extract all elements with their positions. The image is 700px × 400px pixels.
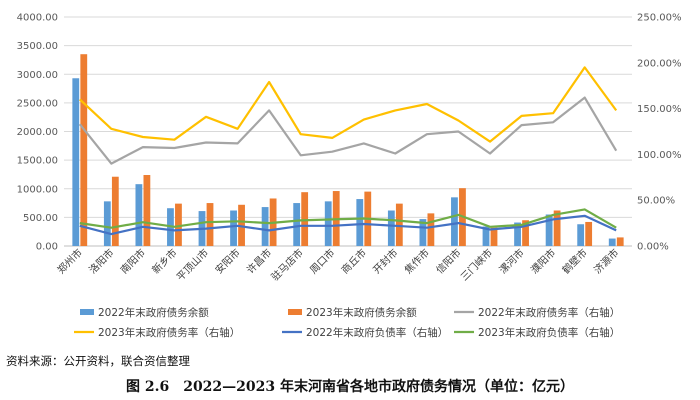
x-category-label: 鹤壁市 [559, 246, 589, 276]
legend-item: 2022年末政府负债率（右轴） [282, 326, 448, 339]
y-left-tick-label: 0.00 [36, 242, 58, 253]
2023-debt-ratio-line [79, 66, 618, 143]
y-axis-right: 0.00% 50.00% 100.00% 150.00% 200.00% 250.00% [637, 13, 682, 253]
bar-2022-debt-balance [293, 203, 301, 246]
bar-2023-debt-balance [143, 175, 151, 246]
bar-2023-debt-balance [427, 213, 435, 246]
y-left-tick-label: 500.00 [23, 213, 58, 224]
bar-2023-debt-balance [301, 192, 309, 246]
y-right-tick-label: 200.00% [637, 58, 682, 69]
bar-2022-debt-balance [135, 184, 143, 246]
bar-2022-debt-balance [419, 219, 427, 246]
legend-label: 2022年末政府债务率（右轴） [478, 306, 620, 319]
legend-label: 2022年末政府债务余额 [98, 306, 209, 319]
bar-2023-debt-balance [395, 203, 403, 246]
bar-2022-debt-balance [324, 201, 332, 246]
source-note: 资料来源：公开资料，联合资信整理 [6, 354, 190, 368]
y-left-tick-label: 1000.00 [17, 184, 58, 195]
bar-2023-debt-balance [206, 203, 214, 246]
y-right-tick-label: 0.00% [637, 242, 669, 253]
y-right-tick-label: 250.00% [637, 13, 682, 24]
bar-2022-debt-balance [72, 78, 80, 246]
y-left-tick-label: 2500.00 [17, 98, 58, 109]
y-right-tick-label: 50.00% [637, 196, 675, 207]
legend-label: 2023年末政府负债率（右轴） [478, 326, 620, 339]
x-category-label: 济源市 [591, 246, 621, 276]
gridlines [64, 16, 632, 247]
bar-2022-debt-balance [482, 226, 490, 246]
legend-swatch [288, 309, 302, 315]
2022-liability-ratio-line [79, 214, 617, 236]
x-category-label: 驻马店市 [268, 246, 305, 283]
x-category-label: 洛阳市 [86, 246, 116, 276]
x-category-label: 郑州市 [54, 246, 84, 276]
bar-2023-debt-balance [111, 176, 119, 246]
legend-item: 2023年末政府债务率（右轴） [74, 326, 240, 339]
bar-2023-debt-balance [585, 221, 593, 246]
bar-2023-debt-balance [490, 227, 498, 246]
legend-item: 2023年末政府债务余额 [288, 306, 417, 319]
x-category-label: 信阳市 [433, 246, 463, 276]
legend-label: 2023年末政府债务余额 [306, 306, 417, 319]
bar-2022-debt-balance [387, 210, 395, 246]
legend-item: 2023年末政府负债率（右轴） [454, 326, 620, 339]
bar-2022-debt-balance [451, 197, 458, 246]
bar-2022-debt-balance [577, 224, 585, 246]
x-category-label: 三门峡市 [458, 246, 495, 283]
line-series [78, 66, 618, 236]
legend-item: 2022年末政府债务率（右轴） [454, 306, 620, 319]
x-category-label: 漯河市 [496, 246, 526, 276]
y-axis-left: 0.00 500.00 1000.00 1500.00 2000.00 2500.00 30… [17, 13, 58, 253]
y-left-tick-label: 3000.00 [17, 70, 58, 81]
bar-2023-debt-balance [553, 210, 561, 246]
x-category-label: 南阳市 [118, 246, 148, 276]
legend: 2022年末政府债务余额 2023年末政府债务余额 2022年末政府债务率（右轴） 2… [74, 306, 620, 339]
x-category-label: 许昌市 [244, 246, 274, 276]
x-category-label: 新乡市 [149, 246, 179, 276]
bar-2023-debt-balance [522, 220, 529, 246]
bar-2022-debt-balance [608, 238, 616, 246]
bar-2022-debt-balance [261, 207, 269, 246]
x-category-label: 焦作市 [402, 246, 432, 276]
bar-2022-debt-balance [356, 199, 364, 246]
y-right-tick-label: 100.00% [637, 150, 682, 161]
2023-liability-ratio-line [79, 208, 617, 229]
legend-item: 2022年末政府债务余额 [80, 306, 209, 319]
y-left-tick-label: 1500.00 [17, 156, 58, 167]
legend-swatch [80, 309, 94, 315]
bar-2022-debt-balance [103, 201, 111, 246]
2022-debt-ratio-line [78, 96, 618, 165]
x-category-label: 安阳市 [212, 246, 242, 276]
y-left-tick-label: 2000.00 [17, 127, 58, 138]
y-right-tick-label: 150.00% [637, 104, 682, 115]
bar-2022-debt-balance [514, 222, 521, 246]
x-category-label: 周口市 [307, 246, 337, 276]
x-category-label: 平顶山市 [174, 246, 211, 283]
x-category-label: 商丘市 [338, 246, 368, 276]
figure-caption: 图 2.6 2022—2023 年末河南省各地市政府债务情况（单位：亿元） [125, 379, 575, 395]
bar-2022-debt-balance [230, 210, 237, 246]
legend-label: 2023年末政府债务率（右轴） [98, 326, 240, 339]
legend-label: 2022年末政府负债率（右轴） [306, 326, 448, 339]
x-category-label: 濮阳市 [528, 246, 558, 276]
bar-2023-debt-balance [616, 237, 624, 246]
chart: 0.00 500.00 1000.00 1500.00 2000.00 2500.00 30… [17, 13, 682, 340]
y-left-tick-label: 3500.00 [17, 41, 58, 52]
y-left-tick-label: 4000.00 [17, 13, 58, 24]
bar-2023-debt-balance [175, 203, 182, 246]
x-category-label: 开封市 [370, 246, 400, 276]
bar-2023-debt-balance [80, 54, 88, 247]
bar-2022-debt-balance [545, 214, 553, 246]
